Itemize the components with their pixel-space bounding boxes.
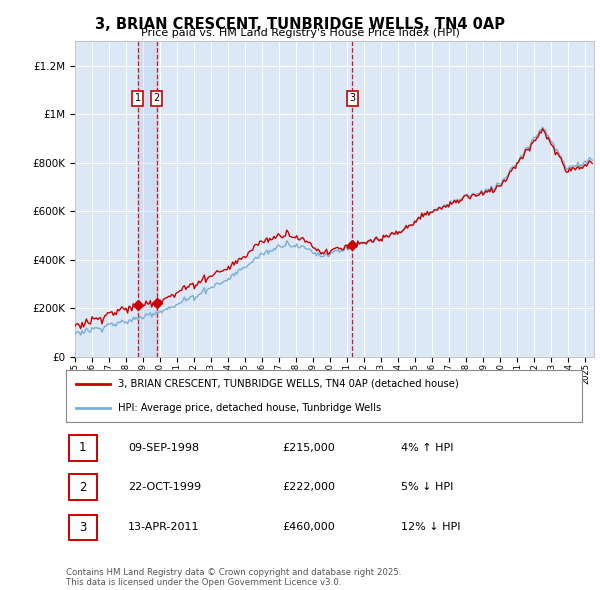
Text: 4% ↑ HPI: 4% ↑ HPI [401, 443, 454, 453]
Text: 13-APR-2011: 13-APR-2011 [128, 523, 199, 532]
Text: 3: 3 [79, 521, 86, 534]
Text: 3: 3 [349, 93, 355, 103]
Text: 3, BRIAN CRESCENT, TUNBRIDGE WELLS, TN4 0AP: 3, BRIAN CRESCENT, TUNBRIDGE WELLS, TN4 … [95, 17, 505, 31]
FancyBboxPatch shape [68, 435, 97, 461]
Text: £460,000: £460,000 [283, 523, 335, 532]
Text: 22-OCT-1999: 22-OCT-1999 [128, 483, 201, 492]
Text: 1: 1 [79, 441, 86, 454]
Bar [138, 41, 157, 357]
Text: £222,000: £222,000 [283, 483, 336, 492]
Text: £215,000: £215,000 [283, 443, 335, 453]
Text: 09-SEP-1998: 09-SEP-1998 [128, 443, 199, 453]
Text: 2: 2 [154, 93, 160, 103]
Text: HPI: Average price, detached house, Tunbridge Wells: HPI: Average price, detached house, Tunb… [118, 403, 381, 413]
FancyBboxPatch shape [68, 514, 97, 540]
Text: 3, BRIAN CRESCENT, TUNBRIDGE WELLS, TN4 0AP (detached house): 3, BRIAN CRESCENT, TUNBRIDGE WELLS, TN4 … [118, 379, 458, 389]
Text: 1: 1 [135, 93, 141, 103]
Text: 5% ↓ HPI: 5% ↓ HPI [401, 483, 454, 492]
Text: Price paid vs. HM Land Registry's House Price Index (HPI): Price paid vs. HM Land Registry's House … [140, 28, 460, 38]
FancyBboxPatch shape [68, 474, 97, 500]
Text: 12% ↓ HPI: 12% ↓ HPI [401, 523, 461, 532]
Text: Contains HM Land Registry data © Crown copyright and database right 2025.
This d: Contains HM Land Registry data © Crown c… [66, 568, 401, 587]
Text: 2: 2 [79, 481, 86, 494]
